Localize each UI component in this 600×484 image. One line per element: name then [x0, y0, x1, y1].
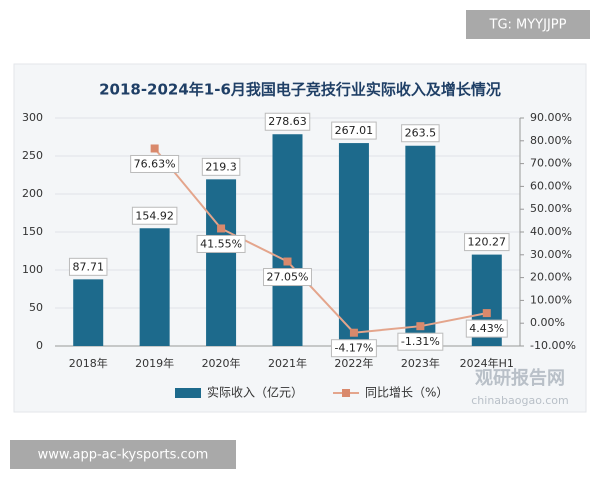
- y2-tick-label: 50.00%: [530, 202, 572, 215]
- legend-label: 实际收入（亿元）: [207, 385, 303, 400]
- bar-value-label-box: [264, 112, 311, 131]
- bar-value-label: 87.71: [72, 260, 104, 273]
- bar-value-label-box: [201, 157, 241, 176]
- legend-label: 同比增长（%）: [365, 386, 448, 400]
- y-tick-label: 50: [29, 301, 43, 314]
- bar-value-label-box: [131, 206, 178, 225]
- y-tick-label: 0: [36, 339, 43, 352]
- bar-value-label-box: [68, 257, 108, 276]
- plot: 0 50 100 150 200 250 300 -10.00% 0.00% 10.00% 20.0…: [22, 111, 576, 400]
- line-marker: [283, 257, 292, 266]
- x-tick-label: 2023年: [401, 356, 440, 370]
- bar-value-label-box: [464, 233, 510, 252]
- bar-value-label-box: [401, 124, 440, 143]
- bar-value-label: 267.01: [335, 124, 374, 137]
- y-tick-label: 250: [22, 149, 43, 162]
- legend-swatch: [342, 389, 351, 397]
- bar: [73, 279, 104, 346]
- x-tick-label: 2019年: [135, 356, 174, 370]
- y2-tick-label: 60.00%: [530, 179, 572, 192]
- bar-value-label: 263.5: [405, 127, 437, 140]
- bar: [405, 145, 436, 346]
- y2-tick-label: 80.00%: [530, 134, 572, 147]
- bar-value-label: 278.63: [268, 115, 307, 128]
- y-tick-label: 200: [22, 187, 43, 200]
- bar-value-label-box: [331, 121, 377, 140]
- line-value-label: 41.55%: [200, 237, 242, 250]
- line-marker: [150, 144, 159, 153]
- line-value-label-box: [465, 319, 508, 338]
- y2-tick-label: -10.00%: [530, 339, 576, 352]
- bar: [272, 134, 303, 346]
- source-url: chinabaogao.com: [471, 394, 569, 407]
- line-value-label-box: [196, 234, 246, 253]
- line-value-label: 4.43%: [469, 322, 504, 335]
- line-value-label: -1.31%: [401, 335, 440, 348]
- line-value-label-box: [330, 339, 377, 358]
- bar-value-label: 120.27: [468, 236, 507, 249]
- x-tick-label: 2020年: [202, 356, 241, 370]
- y-tick-label: 150: [22, 225, 43, 238]
- watermark-box: [10, 440, 236, 469]
- line-marker: [349, 328, 358, 337]
- y2-tick-label: 90.00%: [530, 111, 572, 124]
- y2-tick-label: 20.00%: [530, 271, 572, 284]
- source-logo: 观研报告网: [475, 367, 565, 389]
- line-value-label: 76.63%: [134, 157, 176, 170]
- watermark-box: [466, 10, 590, 39]
- y2-tick-label: 70.00%: [530, 157, 572, 170]
- bar: [338, 143, 369, 346]
- bar-value-label: 154.92: [135, 209, 174, 222]
- line-value-label-box: [263, 268, 312, 287]
- watermark-text: TG: MYYJJPP: [489, 18, 567, 33]
- x-tick-label: 2018年: [69, 356, 108, 370]
- y2-tick-label: 10.00%: [530, 293, 572, 306]
- line-marker: [482, 309, 491, 318]
- chart-title: 2018-2024年1-6月我国电子竞技行业实际收入及增长情况: [99, 81, 501, 99]
- line-value-label: -4.17%: [334, 342, 373, 355]
- x-tick-label: 2021年: [268, 356, 307, 370]
- y2-tick-label: 40.00%: [530, 225, 572, 238]
- x-tick-label: 2024年H1: [460, 356, 514, 370]
- line-value-label-box: [130, 154, 180, 173]
- line: [153, 147, 487, 334]
- bar: [206, 179, 237, 346]
- bar: [139, 228, 170, 346]
- y2-tick-label: 0.00%: [530, 316, 565, 329]
- line-value-label: 27.05%: [267, 271, 309, 284]
- line-marker: [217, 224, 226, 233]
- watermark-text: www.app-ac-kysports.com: [38, 448, 209, 463]
- bar-value-label: 219.3: [205, 160, 237, 173]
- x-tick-label: 2022年: [334, 356, 373, 370]
- line-value-label-box: [397, 332, 444, 351]
- legend-swatch: [175, 388, 201, 398]
- y2-tick-label: 30.00%: [530, 248, 572, 261]
- y-tick-label: 100: [22, 263, 43, 276]
- y-tick-label: 300: [22, 111, 43, 124]
- line-marker: [416, 322, 425, 331]
